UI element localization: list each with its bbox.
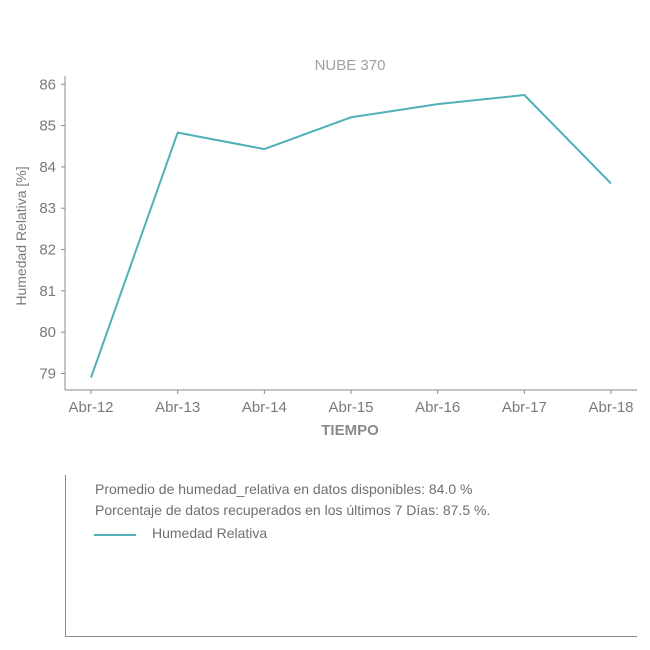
x-tick-label: Abr-14 bbox=[242, 399, 287, 416]
y-ticks: 79 80 81 82 83 84 85 86 bbox=[39, 76, 65, 382]
x-tick-label: Abr-17 bbox=[502, 399, 547, 416]
x-axis-title: TIEMPO bbox=[321, 422, 379, 439]
y-tick-label: 81 bbox=[39, 283, 56, 300]
y-tick-label: 86 bbox=[39, 76, 56, 93]
y-tick-label: 79 bbox=[39, 365, 56, 382]
y-tick-label: 85 bbox=[39, 118, 56, 135]
y-tick-label: 83 bbox=[39, 200, 56, 217]
y-tick-label: 82 bbox=[39, 242, 56, 259]
legend-swatch bbox=[94, 534, 136, 536]
info-recovery: Porcentaje de datos recuperados en los ú… bbox=[95, 502, 491, 518]
series bbox=[90, 94, 612, 378]
y-axis-title: Humedad Relativa [%] bbox=[13, 166, 29, 305]
y-tick-label: 80 bbox=[39, 324, 56, 341]
legend-label: Humedad Relativa bbox=[152, 525, 268, 541]
x-tick-label: Abr-18 bbox=[588, 399, 633, 416]
x-tick-label: Abr-15 bbox=[328, 399, 373, 416]
info-panel: Promedio de humedad_relativa en datos di… bbox=[65, 475, 637, 637]
x-tick-label: Abr-13 bbox=[155, 399, 200, 416]
y-tick-label: 84 bbox=[39, 159, 56, 176]
info-average: Promedio de humedad_relativa en datos di… bbox=[95, 481, 473, 497]
x-tick-label: Abr-16 bbox=[415, 399, 460, 416]
x-ticks: Abr-12 Abr-13 Abr-14 Abr-15 Abr-16 Abr-17 Abr-… bbox=[68, 390, 634, 416]
chart-title: NUBE 370 bbox=[315, 57, 386, 74]
series-line bbox=[90, 94, 612, 378]
x-tick-label: Abr-12 bbox=[68, 399, 113, 416]
